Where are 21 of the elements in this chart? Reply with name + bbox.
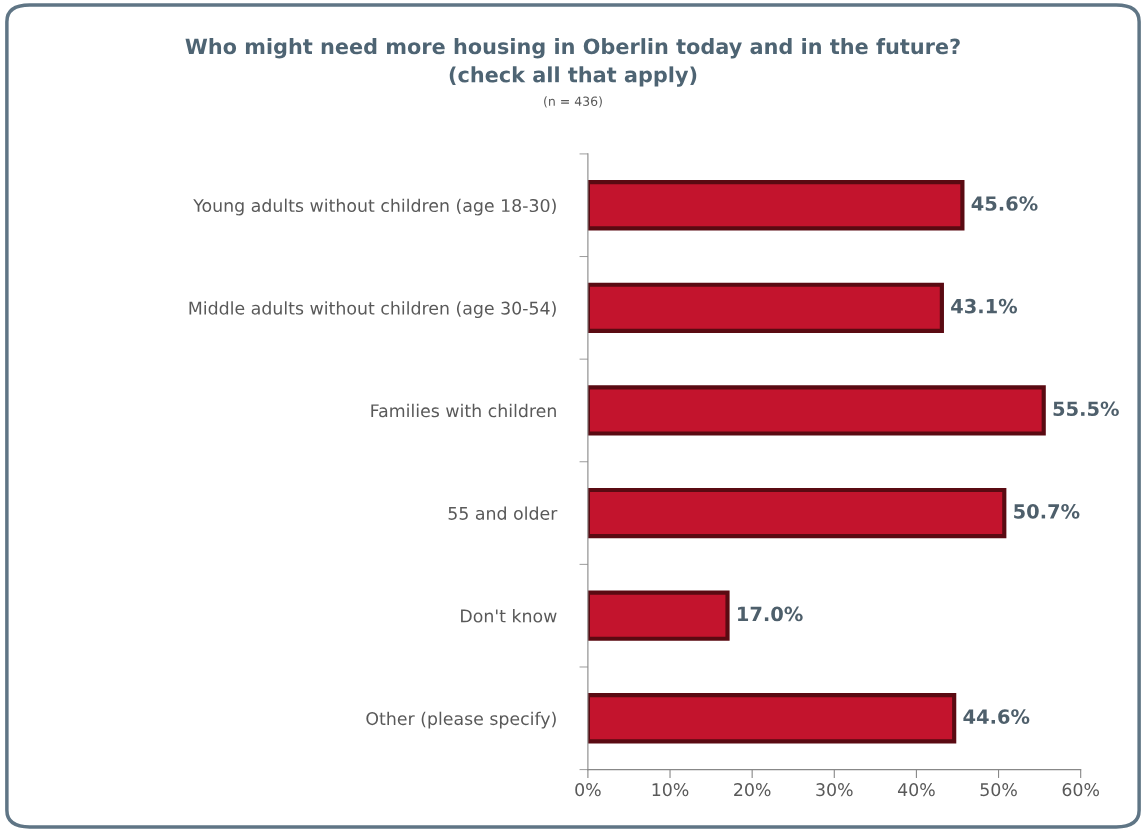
x-tick-label: 0% bbox=[575, 783, 601, 797]
y-tick-label: Don't know bbox=[461, 609, 557, 623]
data-label: 17.0% bbox=[738, 606, 803, 622]
x-tick-label: 60% bbox=[1062, 783, 1100, 797]
y-tick-label: 55 and older bbox=[448, 506, 558, 520]
data-label: 44.6% bbox=[963, 709, 1030, 724]
data-label: 55.5% bbox=[1053, 401, 1119, 417]
data-label: 45.6% bbox=[971, 196, 1038, 211]
chart-subtitle: (n = 436) bbox=[544, 96, 602, 108]
x-tick-label: 30% bbox=[816, 783, 853, 797]
x-tick-label: 40% bbox=[897, 783, 935, 797]
x-tick-label: 50% bbox=[980, 783, 1017, 797]
y-tick-label: Families with children bbox=[371, 403, 556, 418]
x-tick-label: 10% bbox=[652, 783, 689, 797]
x-tick-label: 20% bbox=[734, 783, 771, 797]
data-label: 50.7% bbox=[1014, 504, 1080, 519]
y-tick-label: Middle adults without children (age 30-54) bbox=[189, 301, 556, 319]
y-tick-label: Young adults without children (age 18-30) bbox=[193, 198, 556, 216]
chart-title: Who might need more housing in Oberlin today and in the future? (check all that apply) bbox=[185, 38, 960, 87]
data-label: 43.1% bbox=[951, 298, 1018, 314]
y-tick-label: Other (please specify) bbox=[366, 711, 556, 729]
